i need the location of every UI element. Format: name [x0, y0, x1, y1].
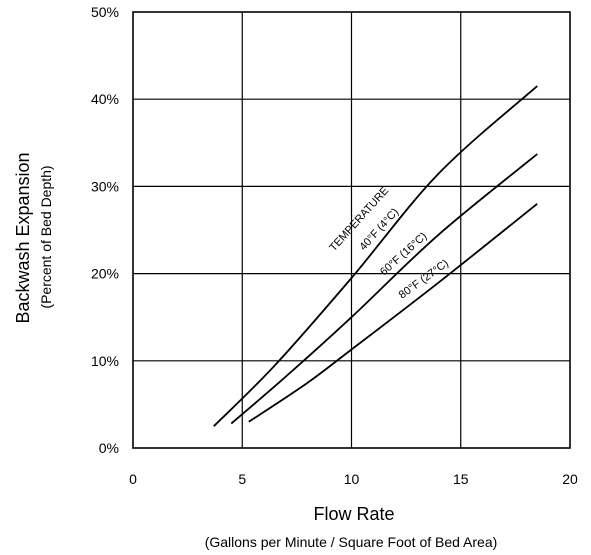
y-tick-label: 40%: [91, 91, 119, 107]
x-axis-subtitle: (Gallons per Minute / Square Foot of Bed…: [205, 534, 498, 550]
curve-80f-27c: [248, 203, 538, 423]
y-axis-subtitle: (Percent of Bed Depth): [38, 165, 54, 308]
x-tick-label: 20: [562, 471, 578, 487]
y-tick-label: 10%: [91, 353, 119, 369]
y-tick-label: 30%: [91, 178, 119, 194]
grid: [133, 12, 570, 448]
curve-label-60f: 60°F (16°C): [378, 230, 429, 278]
curve-60f-16c: [230, 153, 538, 425]
y-tick-label: 0%: [99, 440, 119, 456]
x-axis-title: Flow Rate: [313, 504, 394, 524]
curves: [213, 85, 538, 427]
y-tick-labels: 0% 10% 20% 30% 40% 50%: [91, 4, 119, 456]
x-tick-label: 15: [453, 471, 469, 487]
x-tick-label: 10: [344, 471, 360, 487]
plot-area-border: [132, 11, 571, 449]
x-tick-label: 5: [238, 471, 246, 487]
y-tick-label: 20%: [91, 266, 119, 282]
x-tick-label: 0: [129, 471, 137, 487]
y-axis-title: Backwash Expansion: [13, 152, 33, 323]
x-tick-labels: 0 5 10 15 20: [129, 471, 578, 487]
y-tick-label: 50%: [91, 4, 119, 20]
curve-40f-4c: [213, 85, 538, 427]
